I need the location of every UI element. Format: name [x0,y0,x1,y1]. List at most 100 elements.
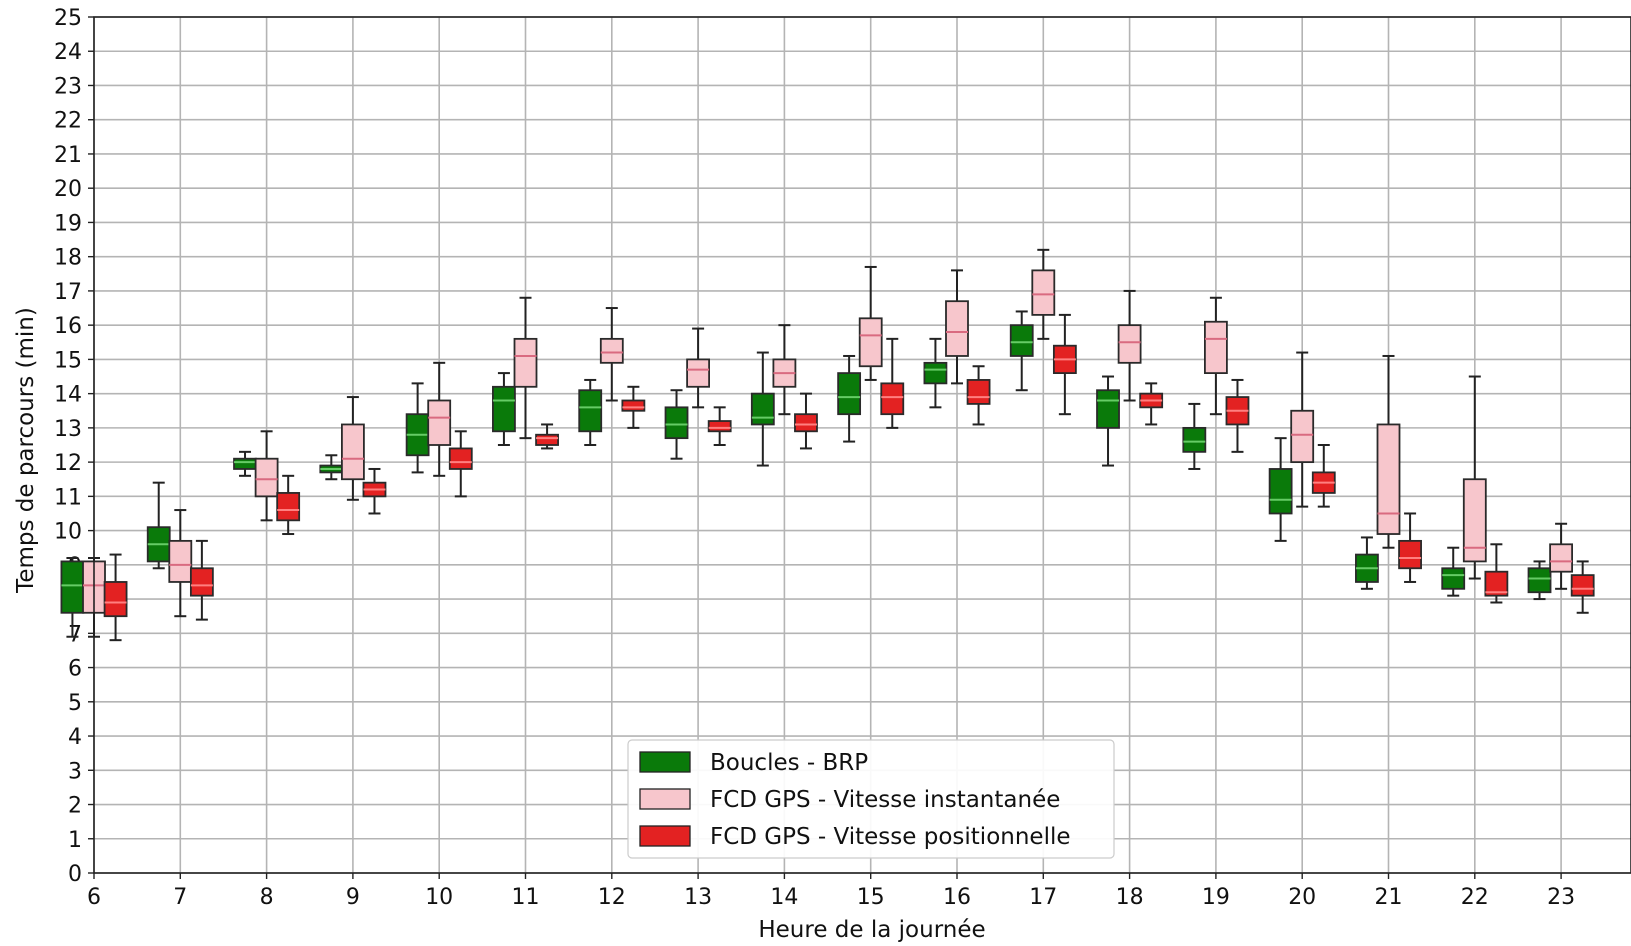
box-instantanee [686,327,710,409]
box-boucles [923,337,948,409]
x-tick-label: 11 [512,885,540,910]
box-boucles [1268,437,1293,542]
box-boucles [492,372,516,446]
x-tick-label: 22 [1461,885,1489,910]
y-tick-label: 15 [54,348,82,373]
box-instantanee [772,324,797,416]
box-positionnelle [621,385,646,429]
x-tick-label: 7 [173,885,187,910]
box-iqr [858,317,883,368]
x-tick-label: 23 [1547,885,1575,910]
box-iqr [621,399,646,412]
box-iqr [1290,409,1315,464]
box-instantanee [427,361,452,477]
box-iqr [1570,574,1595,597]
box-positionnelle [1311,444,1336,508]
box-iqr [1462,478,1487,563]
box-instantanee [1290,351,1315,508]
box-positionnelle [448,430,473,498]
x-tick-label: 21 [1375,885,1403,910]
y-tick-label: 25 [54,6,82,31]
box-positionnelle [1052,313,1077,416]
legend-swatch-boucles [639,751,691,773]
y-tick-label: 14 [54,383,82,408]
box-iqr [340,423,365,481]
box-positionnelle [362,467,387,515]
x-tick-label: 16 [943,885,971,910]
box-iqr [1182,426,1207,453]
box-positionnelle [1398,512,1422,583]
box-iqr [233,457,257,470]
box-boucles [1182,402,1207,470]
box-iqr [707,420,732,433]
box-positionnelle [1139,382,1164,426]
box-iqr [1441,567,1466,590]
box-positionnelle [1225,378,1250,453]
box-iqr [535,433,559,446]
box-instantanee [1117,289,1142,402]
x-tick-label: 6 [87,885,101,910]
x-tick-label: 13 [684,885,712,910]
box-iqr [837,372,862,416]
box-iqr [448,447,473,470]
legend-frame [627,739,1115,859]
box-positionnelle [966,365,991,426]
box-iqr [103,581,128,618]
x-tick-label: 15 [857,885,885,910]
box-iqr [1096,389,1120,429]
legend-label-instantanee: FCD GPS - Vitesse instantanée [710,787,1060,813]
y-axis-ticks: 0123456789101112131415161718192021222324… [54,6,94,887]
box-iqr [966,379,991,405]
box-iqr [513,337,538,388]
box-series [60,248,1595,642]
box-boucles [233,450,257,477]
y-tick-label: 17 [54,280,82,305]
legend-label-boucles: Boucles - BRP [710,750,868,776]
box-boucles [146,481,171,570]
x-tick-label: 8 [260,885,274,910]
y-tick-label: 3 [68,759,82,784]
x-tick-label: 10 [425,885,453,910]
box-boucles [837,354,862,443]
y-tick-label: 2 [68,794,82,819]
box-iqr [276,492,301,522]
y-tick-label: 18 [54,246,82,271]
box-instantanee [254,430,279,522]
box-iqr [578,389,603,433]
grid [93,16,1631,874]
box-iqr [1398,539,1422,570]
y-tick-label: 1 [68,828,82,853]
y-tick-label: 21 [54,143,82,168]
box-boucles [664,389,689,460]
box-positionnelle [103,553,128,642]
box-instantanee [168,509,193,618]
y-tick-label: 6 [68,657,82,682]
box-instantanee [1549,522,1573,590]
box-positionnelle [276,474,301,536]
box-positionnelle [794,392,818,450]
legend: Boucles - BRP FCD GPS - Vitesse instanta… [627,739,1115,859]
y-tick-label: 19 [54,211,82,236]
box-iqr [686,358,710,388]
y-tick-label: 20 [54,177,82,202]
box-positionnelle [707,406,732,446]
x-tick-label: 9 [346,885,360,910]
legend-swatch-instantanee [639,788,691,810]
box-positionnelle [535,423,559,450]
box-iqr [60,560,85,614]
box-iqr [1009,324,1034,357]
box-boucles [1355,536,1379,590]
box-instantanee [858,265,883,381]
box-boucles [319,454,344,481]
y-tick-label: 10 [54,520,82,545]
box-iqr [1031,269,1056,316]
y-tick-label: 16 [54,314,82,339]
box-instantanee [340,396,365,501]
y-tick-label: 7 [68,622,82,647]
y-tick-label: 12 [54,451,82,476]
x-tick-label: 14 [770,885,798,910]
x-tick-label: 20 [1288,885,1316,910]
box-iqr [880,382,905,416]
box-instantanee [513,296,538,440]
plot-frame [93,16,1631,874]
